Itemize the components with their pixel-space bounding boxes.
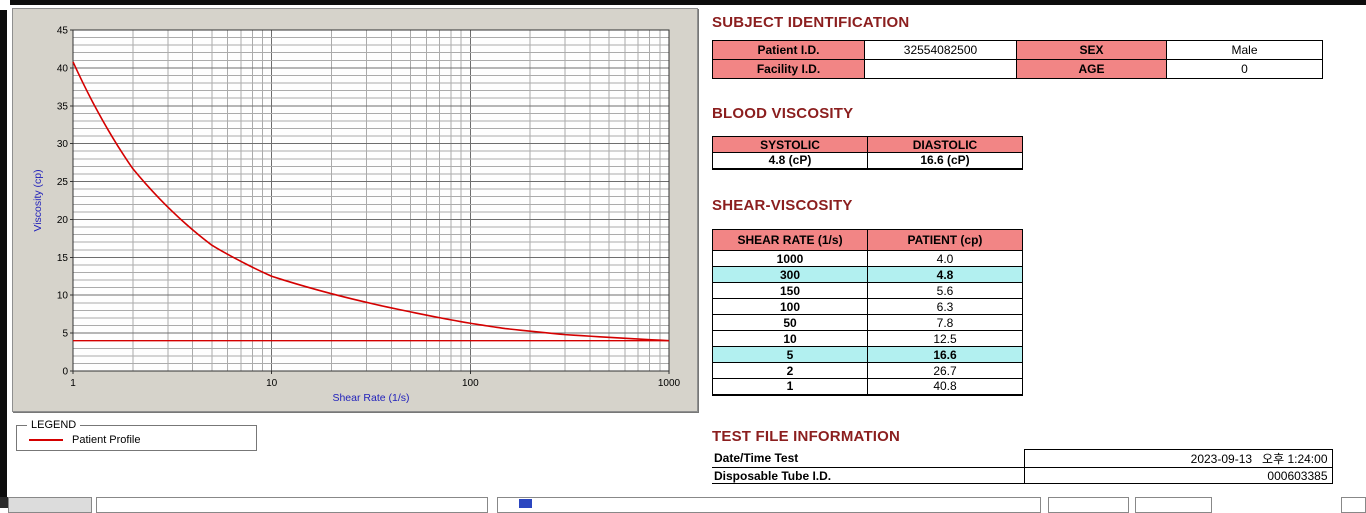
test-file-information-title: TEST FILE INFORMATION — [712, 428, 901, 445]
sv-row: 5 16.6 — [712, 346, 1023, 363]
sv-shear-rate: 150 — [712, 282, 868, 299]
tf-label: Disposable Tube I.D. — [712, 467, 1024, 484]
bv-header-row: SYSTOLIC DIASTOLIC — [712, 136, 1023, 153]
sv-patient-value: 40.8 — [867, 378, 1023, 395]
subject-label: SEX — [1016, 40, 1167, 60]
sv-patient-value: 6.3 — [867, 298, 1023, 315]
subject-identification-title: SUBJECT IDENTIFICATION — [712, 14, 910, 31]
svg-text:35: 35 — [57, 101, 69, 112]
legend-entry: Patient Profile — [23, 434, 250, 446]
svg-text:10: 10 — [57, 291, 69, 302]
sv-shear-rate: 5 — [712, 346, 868, 363]
bv-value: 4.8 (cP) — [712, 152, 868, 169]
sv-row: 150 5.6 — [712, 282, 1023, 299]
bottom-button-1[interactable] — [1048, 497, 1129, 513]
bv-value-row: 4.8 (cP) 16.6 (cP) — [712, 152, 1023, 169]
sv-shear-rate: 10 — [712, 330, 868, 347]
tf-label: Date/Time Test — [712, 449, 1024, 468]
sv-patient-value: 5.6 — [867, 282, 1023, 299]
subject-label: AGE — [1016, 59, 1167, 79]
svg-text:1000: 1000 — [658, 378, 681, 389]
sv-row: 300 4.8 — [712, 266, 1023, 283]
subject-value — [864, 59, 1017, 79]
sv-row: 100 6.3 — [712, 298, 1023, 315]
legend-box: LEGEND Patient Profile — [16, 419, 257, 451]
tf-row: Disposable Tube I.D. 000603385 — [712, 467, 1333, 484]
sv-patient-value: 7.8 — [867, 314, 1023, 331]
window-edge-top — [10, 0, 1366, 5]
viscosity-chart: 0 5 10 15 20 25 30 35 40 45 1 10 100 1000 Shear Rate (… — [32, 26, 681, 405]
tf-value: 2023-09-13 오후 1:24:00 — [1023, 449, 1333, 468]
sv-patient-value: 26.7 — [867, 362, 1023, 379]
bv-header: SYSTOLIC — [712, 136, 868, 153]
tf-value: 000603385 — [1023, 467, 1333, 484]
sv-patient-value: 12.5 — [867, 330, 1023, 347]
window-edge-left — [0, 10, 7, 497]
blood-viscosity-title: BLOOD VISCOSITY — [712, 105, 854, 122]
sv-row: 50 7.8 — [712, 314, 1023, 331]
bv-header: DIASTOLIC — [867, 136, 1023, 153]
subject-value: Male — [1166, 40, 1323, 60]
subject-identification-table: Patient I.D. 32554082500 SEX Male Facility I… — [712, 40, 1323, 79]
svg-text:Viscosity (cp): Viscosity (cp) — [32, 169, 44, 231]
sv-row: 10 12.5 — [712, 330, 1023, 347]
sv-row: 1000 4.0 — [712, 250, 1023, 267]
subject-label: Facility I.D. — [712, 59, 865, 79]
patient-profile-line-sample — [29, 439, 63, 441]
sv-patient-value: 4.8 — [867, 266, 1023, 283]
sv-shear-rate: 100 — [712, 298, 868, 315]
bottom-panel-3 — [1341, 497, 1366, 513]
subject-value: 32554082500 — [864, 40, 1017, 60]
sv-header: PATIENT (cp) — [867, 229, 1023, 251]
svg-text:20: 20 — [57, 215, 69, 226]
svg-text:15: 15 — [57, 253, 69, 264]
bottom-button-left[interactable] — [8, 497, 92, 513]
viscosity-chart-panel: 0 5 10 15 20 25 30 35 40 45 1 10 100 1000 Shear Rate (… — [12, 8, 698, 412]
svg-text:100: 100 — [462, 378, 479, 389]
svg-text:1: 1 — [70, 378, 76, 389]
bv-value: 16.6 (cP) — [867, 152, 1023, 169]
sv-header-row: SHEAR RATE (1/s) PATIENT (cp) — [712, 229, 1023, 251]
svg-text:5: 5 — [62, 329, 68, 340]
svg-text:0: 0 — [62, 367, 68, 378]
patient-profile-label: Patient Profile — [72, 434, 141, 446]
svg-text:45: 45 — [57, 26, 69, 37]
tf-row: Date/Time Test 2023-09-13 오후 1:24:00 — [712, 449, 1333, 468]
bottom-panel-2 — [497, 497, 1041, 513]
shear-viscosity-table: SHEAR RATE (1/s) PATIENT (cp) 1000 4.0 300 4.… — [712, 229, 1023, 396]
subject-label: Patient I.D. — [712, 40, 865, 60]
subject-row: Facility I.D. AGE 0 — [712, 59, 1323, 79]
sv-shear-rate: 1 — [712, 378, 868, 395]
svg-text:25: 25 — [57, 177, 69, 188]
sv-row: 1 40.8 — [712, 378, 1023, 395]
svg-text:10: 10 — [266, 378, 278, 389]
bottom-panel-1 — [96, 497, 488, 513]
sv-patient-value: 16.6 — [867, 346, 1023, 363]
bottom-button-2[interactable] — [1135, 497, 1212, 513]
svg-text:40: 40 — [57, 63, 69, 74]
legend-title: LEGEND — [31, 419, 77, 431]
sv-patient-value: 4.0 — [867, 250, 1023, 267]
window-edge-corner — [0, 497, 8, 508]
sv-shear-rate: 2 — [712, 362, 868, 379]
sv-shear-rate: 1000 — [712, 250, 868, 267]
sv-shear-rate: 50 — [712, 314, 868, 331]
subject-value: 0 — [1166, 59, 1323, 79]
svg-text:30: 30 — [57, 139, 69, 150]
bottom-blue-icon — [519, 499, 532, 508]
sv-header: SHEAR RATE (1/s) — [712, 229, 868, 251]
sv-shear-rate: 300 — [712, 266, 868, 283]
subject-row: Patient I.D. 32554082500 SEX Male — [712, 40, 1323, 60]
shear-viscosity-title: SHEAR-VISCOSITY — [712, 197, 853, 214]
sv-row: 2 26.7 — [712, 362, 1023, 379]
test-file-information-table: Date/Time Test 2023-09-13 오후 1:24:00 Dispo… — [712, 449, 1333, 484]
svg-text:Shear Rate (1/s): Shear Rate (1/s) — [332, 392, 409, 404]
blood-viscosity-table: SYSTOLIC DIASTOLIC 4.8 (cP) 16.6 (cP) — [712, 136, 1023, 170]
